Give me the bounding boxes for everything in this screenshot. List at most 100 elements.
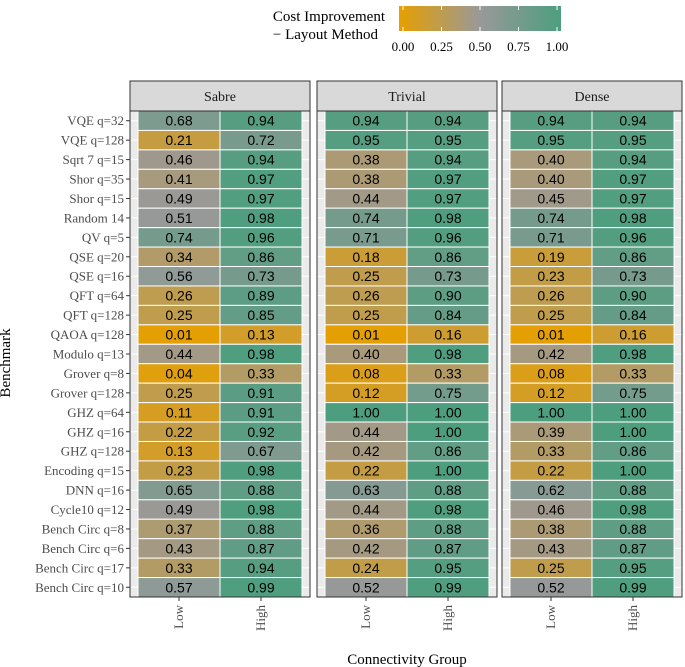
tile-value-label: 0.41 [165, 171, 192, 187]
y-tick-label: QV q=5 [82, 230, 124, 245]
tile-value-label: 0.85 [247, 307, 274, 323]
tile-value-label: 0.52 [352, 579, 379, 595]
y-axis-labels: VQE q=32 VQE q=128 Sqrt 7 q=15 Shor q=35 Sho… [35, 113, 130, 595]
y-tick-label: Shor q=35 [69, 172, 124, 187]
x-tick-label: High [440, 605, 455, 632]
tile-value-label: 0.94 [434, 113, 461, 129]
panel-border [316, 110, 498, 598]
tile-value-label: 0.38 [352, 152, 379, 168]
tile-value-label: 0.95 [352, 132, 379, 148]
tile-value-label: 0.11 [166, 404, 192, 420]
tile-value-label: 0.04 [165, 365, 192, 381]
tile-value-label: 0.26 [537, 288, 564, 304]
y-tick-label: QSE q=20 [69, 249, 124, 264]
legend-colorbar [399, 6, 561, 31]
tile-value-label: 0.44 [352, 502, 379, 518]
tile-value-label: 0.94 [434, 152, 461, 168]
y-tick-label: VQE q=32 [67, 113, 124, 128]
tile-value-label: 0.97 [619, 171, 646, 187]
tile-value-label: 0.01 [537, 327, 564, 343]
tile-value-label: 1.00 [537, 404, 564, 420]
tile-value-label: 0.23 [537, 268, 564, 284]
tile-value-label: 0.99 [247, 579, 274, 595]
tile-value-label: 0.26 [352, 288, 379, 304]
tile-value-label: 0.73 [619, 268, 646, 284]
panel-sabre: Sabre 0.68 0.21 0.46 0.41 0.49 0.51 0.74 0.34 0.5… [129, 80, 311, 632]
y-tick-label: QSE q=16 [69, 269, 124, 284]
tile-value-label: 0.94 [619, 113, 646, 129]
tile-value-label: 0.56 [165, 268, 192, 284]
tile-value-label: 1.00 [434, 424, 461, 440]
tile-value-label: 0.95 [619, 560, 646, 576]
tile-value-label: 0.94 [352, 113, 379, 129]
tile-value-label: 1.00 [619, 424, 646, 440]
tile-value-label: 0.97 [434, 171, 461, 187]
tile-value-label: 0.08 [352, 365, 379, 381]
y-tick-label: GHZ q=64 [67, 405, 124, 420]
tile-value-label: 0.74 [537, 210, 564, 226]
tile-value-label: 0.44 [165, 346, 192, 362]
tile-value-label: 1.00 [434, 404, 461, 420]
tile-value-label: 0.45 [537, 190, 564, 206]
tile-value-label: 0.44 [352, 424, 379, 440]
tile-value-label: 0.42 [537, 346, 564, 362]
tile-value-label: 0.34 [165, 249, 192, 265]
y-tick-label: Shor q=15 [69, 191, 124, 206]
panel-dense: Dense 0.94 0.95 0.40 0.40 0.45 0.74 0.71 0.19 0.2… [501, 80, 683, 631]
y-tick-label: VQE q=128 [61, 133, 124, 148]
y-tick-label: DNN q=16 [66, 483, 125, 498]
panel-trivial: Trivial 0.94 0.95 0.38 0.38 0.44 0.74 0.71 0.18 0… [316, 80, 498, 632]
tile-value-label: 0.94 [247, 560, 274, 576]
tile-value-label: 0.95 [619, 132, 646, 148]
tile-value-label: 0.42 [352, 540, 379, 556]
tile-value-label: 0.33 [247, 365, 274, 381]
tile-value-label: 0.49 [165, 502, 192, 518]
tile-value-label: 0.40 [352, 346, 379, 362]
tile-value-label: 0.86 [434, 443, 461, 459]
tile-value-label: 0.25 [537, 307, 564, 323]
tile-value-label: 0.25 [165, 307, 192, 323]
x-tick-label: High [253, 605, 268, 632]
y-tick-label: Modulo q=13 [53, 347, 124, 362]
tile-value-label: 0.43 [165, 540, 192, 556]
legend-tick-label: 0.75 [507, 39, 530, 54]
y-tick-label: Grover q=128 [51, 385, 124, 400]
tile-value-label: 0.91 [247, 404, 274, 420]
legend-tick-label: 0.00 [392, 39, 415, 54]
tile-value-label: 0.74 [165, 229, 192, 245]
tile-value-label: 0.75 [619, 385, 646, 401]
tile-value-label: 0.25 [352, 268, 379, 284]
y-tick-label: Grover q=8 [64, 366, 124, 381]
tile-value-label: 0.23 [165, 463, 192, 479]
facet-strip [316, 80, 498, 112]
y-tick-label: Random 14 [64, 210, 125, 225]
tile-value-label: 1.00 [352, 404, 379, 420]
tile-value-label: 0.98 [247, 502, 274, 518]
facet-panels: Sabre 0.68 0.21 0.46 0.41 0.49 0.51 0.74 0.34 0.5… [129, 80, 683, 632]
tile-value-label: 0.01 [165, 327, 192, 343]
tile-value-label: 0.73 [247, 268, 274, 284]
tile-value-label: 0.98 [247, 210, 274, 226]
y-tick-label: Encoding q=15 [44, 463, 124, 478]
tile-value-label: 0.38 [352, 171, 379, 187]
tile-value-label: 0.87 [619, 540, 646, 556]
tile-value-label: 0.86 [434, 249, 461, 265]
y-tick-label: Cycle10 q=12 [51, 502, 124, 517]
tile-value-label: 0.97 [247, 171, 274, 187]
tile-value-label: 0.16 [619, 327, 646, 343]
tile-value-label: 0.33 [619, 365, 646, 381]
tile-value-label: 0.57 [165, 579, 192, 595]
facet-strip-label: Dense [575, 90, 610, 105]
tile-value-label: 0.67 [247, 443, 274, 459]
tile-value-label: 0.63 [352, 482, 379, 498]
tile-value-label: 0.12 [352, 385, 379, 401]
tile-value-label: 0.90 [619, 288, 646, 304]
y-tick-label: QFT q=64 [70, 288, 125, 303]
tile-value-label: 0.42 [352, 443, 379, 459]
tile-value-label: 0.75 [434, 385, 461, 401]
panel-border [501, 110, 683, 598]
tile-value-label: 0.88 [434, 482, 461, 498]
y-tick-label: GHZ q=128 [61, 444, 124, 459]
tile-value-label: 0.62 [537, 482, 564, 498]
tile-value-label: 0.95 [434, 132, 461, 148]
